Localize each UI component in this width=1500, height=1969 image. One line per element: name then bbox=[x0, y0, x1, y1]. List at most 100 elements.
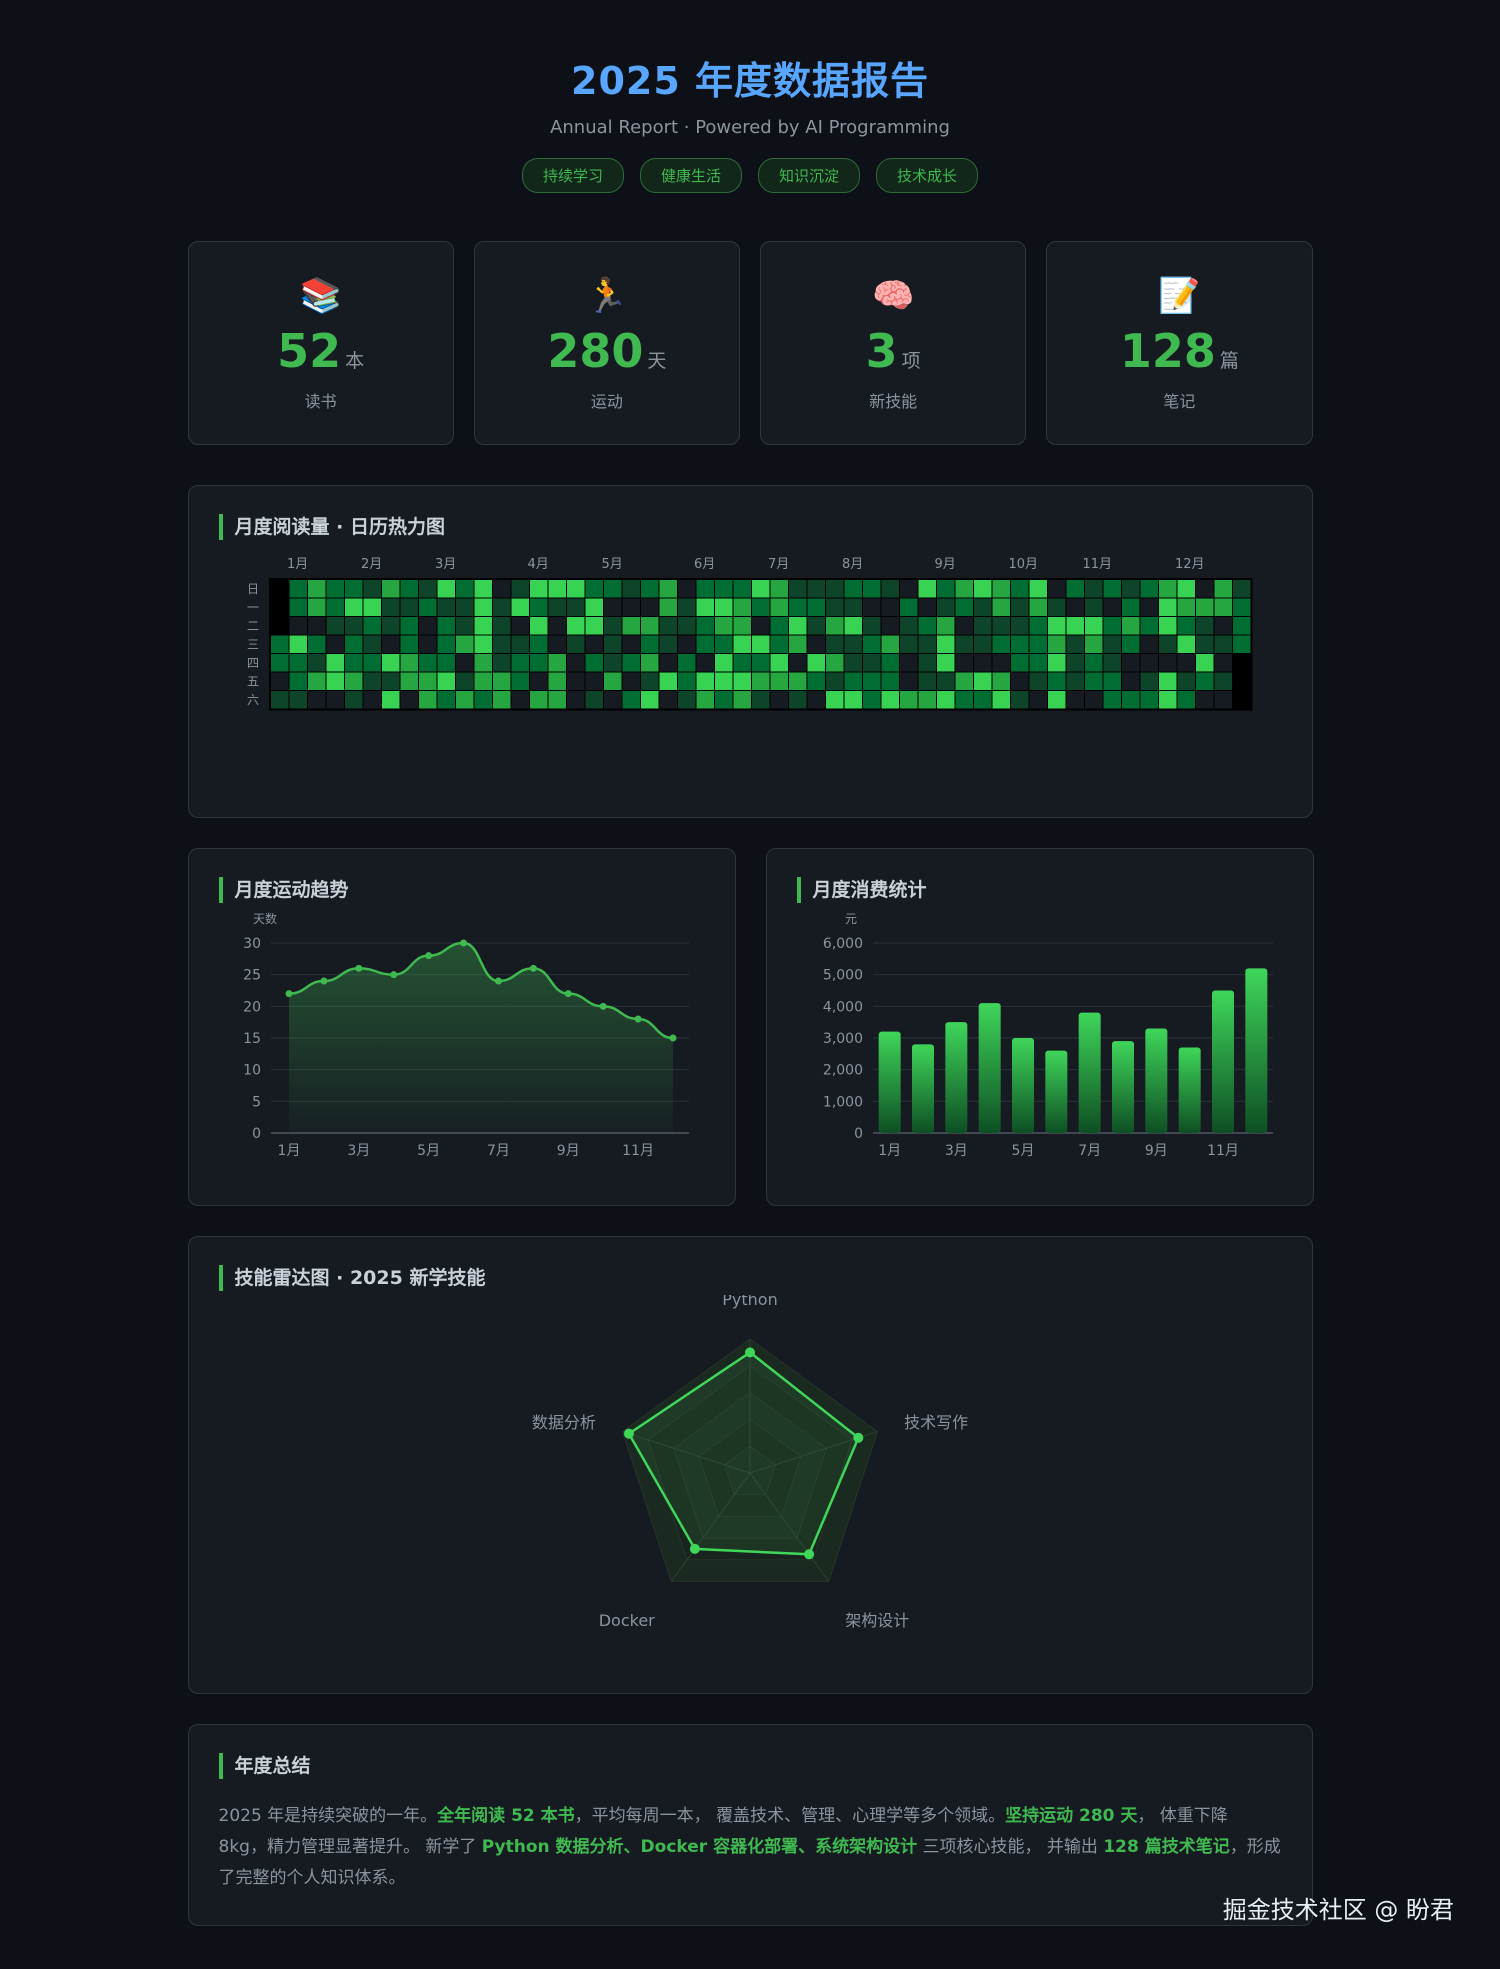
heatmap-cell[interactable] bbox=[548, 617, 566, 635]
heatmap-cell[interactable] bbox=[714, 617, 733, 635]
line-point[interactable] bbox=[669, 1034, 676, 1042]
heatmap-cell[interactable] bbox=[1195, 654, 1214, 672]
heatmap-cell[interactable] bbox=[603, 580, 622, 598]
line-point[interactable] bbox=[459, 939, 467, 947]
heatmap-cell[interactable] bbox=[1195, 635, 1214, 654]
heatmap-cell[interactable] bbox=[1103, 635, 1121, 654]
heatmap-cell[interactable] bbox=[659, 654, 677, 672]
heatmap-cell[interactable] bbox=[474, 691, 492, 709]
heatmap-cell[interactable] bbox=[622, 580, 640, 598]
heatmap-cell[interactable] bbox=[400, 691, 418, 709]
bar[interactable] bbox=[1078, 1012, 1101, 1133]
heatmap-cell[interactable] bbox=[788, 654, 807, 672]
heatmap-cell[interactable] bbox=[955, 598, 973, 617]
heatmap-cell[interactable] bbox=[566, 691, 585, 709]
line-point[interactable] bbox=[389, 971, 397, 979]
heatmap-cell[interactable] bbox=[1214, 672, 1232, 691]
heatmap-cell[interactable] bbox=[622, 598, 640, 617]
heatmap-cell[interactable] bbox=[696, 635, 714, 654]
heatmap-cell[interactable] bbox=[825, 598, 844, 617]
radar-point[interactable] bbox=[803, 1549, 814, 1560]
line-point[interactable] bbox=[634, 1015, 642, 1023]
heatmap-cell[interactable] bbox=[270, 654, 289, 672]
heatmap-cell[interactable] bbox=[751, 617, 770, 635]
heatmap-cell[interactable] bbox=[1121, 617, 1140, 635]
heatmap-cell[interactable] bbox=[918, 691, 936, 709]
heatmap-cell[interactable] bbox=[455, 617, 474, 635]
heatmap-cell[interactable] bbox=[344, 598, 363, 617]
heatmap-cell[interactable] bbox=[307, 635, 326, 654]
heatmap-cell[interactable] bbox=[899, 654, 918, 672]
heatmap-cell[interactable] bbox=[714, 691, 733, 709]
heatmap-cell[interactable] bbox=[1029, 672, 1047, 691]
heatmap-cell[interactable] bbox=[437, 580, 455, 598]
heatmap-cell[interactable] bbox=[899, 617, 918, 635]
heatmap-cell[interactable] bbox=[1010, 654, 1029, 672]
heatmap-cell[interactable] bbox=[289, 672, 307, 691]
heatmap-cell[interactable] bbox=[548, 672, 566, 691]
heatmap-cell[interactable] bbox=[344, 580, 363, 598]
heatmap-cell[interactable] bbox=[529, 598, 548, 617]
heatmap-cell[interactable] bbox=[603, 598, 622, 617]
heatmap-cell[interactable] bbox=[529, 672, 548, 691]
heatmap-cell[interactable] bbox=[344, 635, 363, 654]
heatmap-cell[interactable] bbox=[474, 654, 492, 672]
heatmap-cell[interactable] bbox=[918, 635, 936, 654]
heatmap-cell[interactable] bbox=[955, 672, 973, 691]
heatmap-cell[interactable] bbox=[1010, 598, 1029, 617]
heatmap-cell[interactable] bbox=[455, 598, 474, 617]
heatmap-cell[interactable] bbox=[1214, 580, 1232, 598]
heatmap-cell[interactable] bbox=[1047, 598, 1066, 617]
heatmap-cell[interactable] bbox=[344, 654, 363, 672]
heatmap-cell[interactable] bbox=[677, 580, 696, 598]
heatmap-cell[interactable] bbox=[881, 617, 899, 635]
heatmap-cell[interactable] bbox=[844, 580, 862, 598]
heatmap-cell[interactable] bbox=[992, 598, 1010, 617]
heatmap-cell[interactable] bbox=[1084, 635, 1103, 654]
heatmap-cell[interactable] bbox=[1047, 635, 1066, 654]
radar-point[interactable] bbox=[623, 1428, 634, 1439]
heatmap-cell[interactable] bbox=[1103, 580, 1121, 598]
heatmap-cell[interactable] bbox=[307, 654, 326, 672]
heatmap-cell[interactable] bbox=[899, 635, 918, 654]
heatmap-cell[interactable] bbox=[1232, 580, 1251, 598]
heatmap-cell[interactable] bbox=[1195, 598, 1214, 617]
bar[interactable] bbox=[1211, 990, 1234, 1134]
heatmap-cell[interactable] bbox=[437, 691, 455, 709]
heatmap-cell[interactable] bbox=[936, 672, 955, 691]
heatmap-cell[interactable] bbox=[992, 672, 1010, 691]
heatmap-cell[interactable] bbox=[529, 691, 548, 709]
heatmap-cell[interactable] bbox=[992, 654, 1010, 672]
heatmap-cell[interactable] bbox=[1121, 598, 1140, 617]
heatmap-cell[interactable] bbox=[640, 635, 659, 654]
heatmap-cell[interactable] bbox=[881, 654, 899, 672]
heatmap-cell[interactable] bbox=[788, 580, 807, 598]
heatmap-cell[interactable] bbox=[622, 654, 640, 672]
heatmap-cell[interactable] bbox=[1010, 617, 1029, 635]
heatmap-cell[interactable] bbox=[770, 635, 788, 654]
heatmap-cell[interactable] bbox=[881, 691, 899, 709]
heatmap-cell[interactable] bbox=[733, 617, 751, 635]
heatmap-cell[interactable] bbox=[418, 598, 437, 617]
heatmap-cell[interactable] bbox=[1140, 691, 1158, 709]
heatmap-cell[interactable] bbox=[1140, 580, 1158, 598]
bar[interactable] bbox=[1011, 1038, 1034, 1133]
heatmap-cell[interactable] bbox=[862, 580, 881, 598]
heatmap-cell[interactable] bbox=[622, 617, 640, 635]
heatmap-cell[interactable] bbox=[677, 654, 696, 672]
heatmap-cell[interactable] bbox=[326, 598, 344, 617]
heatmap-cell[interactable] bbox=[585, 580, 603, 598]
heatmap-cell[interactable] bbox=[918, 580, 936, 598]
heatmap-cell[interactable] bbox=[1195, 580, 1214, 598]
heatmap-cell[interactable] bbox=[1232, 598, 1251, 617]
heatmap-cell[interactable] bbox=[270, 691, 289, 709]
heatmap-cell[interactable] bbox=[1140, 672, 1158, 691]
heatmap-cell[interactable] bbox=[770, 691, 788, 709]
bar[interactable] bbox=[911, 1044, 934, 1133]
heatmap-cell[interactable] bbox=[788, 672, 807, 691]
heatmap-cell[interactable] bbox=[696, 598, 714, 617]
heatmap-cell[interactable] bbox=[825, 654, 844, 672]
heatmap-cell[interactable] bbox=[1066, 691, 1084, 709]
heatmap-cell[interactable] bbox=[585, 635, 603, 654]
heatmap-cell[interactable] bbox=[955, 617, 973, 635]
